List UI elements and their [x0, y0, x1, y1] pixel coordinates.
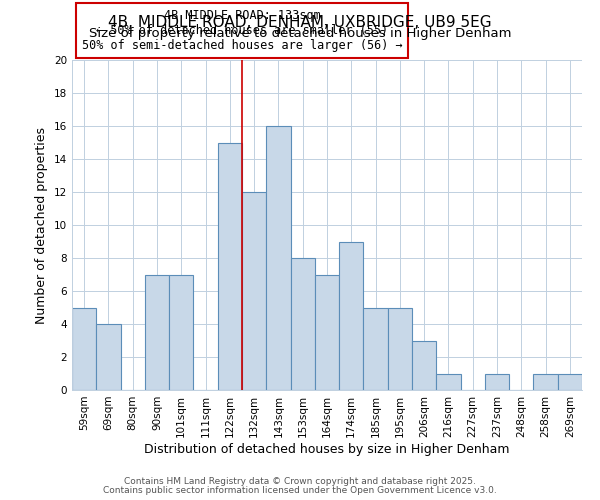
Bar: [145, 274, 169, 390]
Text: Contains public sector information licensed under the Open Government Licence v3: Contains public sector information licen…: [103, 486, 497, 495]
X-axis label: Distribution of detached houses by size in Higher Denham: Distribution of detached houses by size …: [144, 442, 510, 456]
Bar: [242, 192, 266, 390]
Bar: [388, 308, 412, 390]
Bar: [266, 126, 290, 390]
Y-axis label: Number of detached properties: Number of detached properties: [35, 126, 49, 324]
Bar: [533, 374, 558, 390]
Bar: [558, 374, 582, 390]
Bar: [218, 142, 242, 390]
Bar: [412, 340, 436, 390]
Bar: [315, 274, 339, 390]
Bar: [96, 324, 121, 390]
Bar: [290, 258, 315, 390]
Bar: [485, 374, 509, 390]
Bar: [72, 308, 96, 390]
Text: Size of property relative to detached houses in Higher Denham: Size of property relative to detached ho…: [89, 28, 511, 40]
Bar: [169, 274, 193, 390]
Text: Contains HM Land Registry data © Crown copyright and database right 2025.: Contains HM Land Registry data © Crown c…: [124, 477, 476, 486]
Bar: [339, 242, 364, 390]
Bar: [436, 374, 461, 390]
Text: 4B MIDDLE ROAD: 133sqm
← 50% of detached houses are smaller (55)
50% of semi-det: 4B MIDDLE ROAD: 133sqm ← 50% of detached…: [82, 8, 403, 52]
Text: 4B, MIDDLE ROAD, DENHAM, UXBRIDGE, UB9 5EG: 4B, MIDDLE ROAD, DENHAM, UXBRIDGE, UB9 5…: [108, 15, 492, 30]
Bar: [364, 308, 388, 390]
